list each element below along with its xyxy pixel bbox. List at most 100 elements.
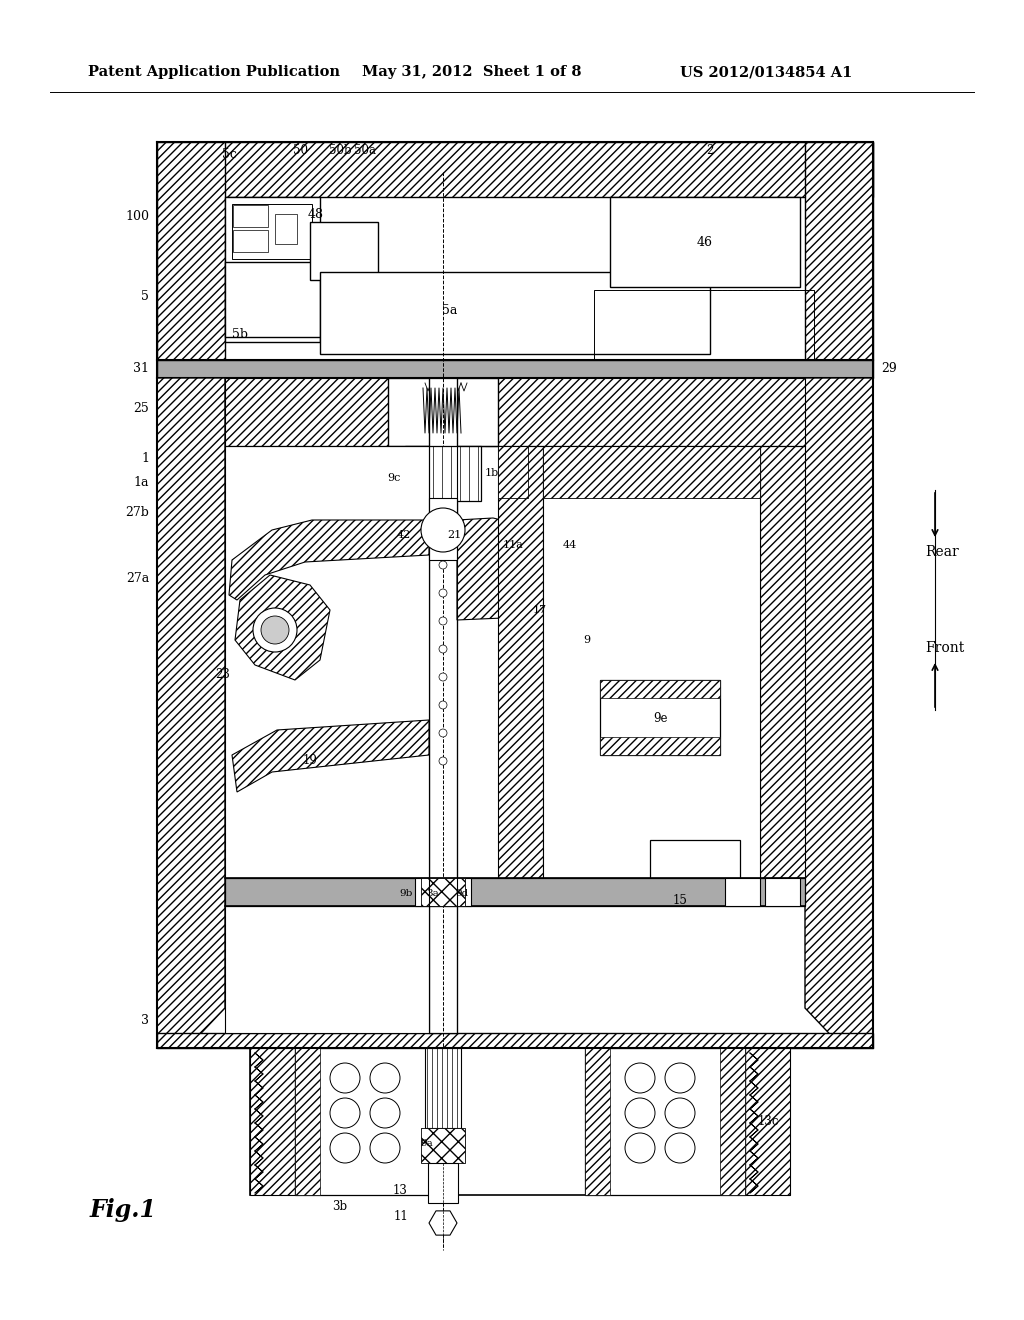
- Circle shape: [439, 616, 447, 624]
- Bar: [428, 1163, 458, 1203]
- Polygon shape: [543, 446, 760, 498]
- Text: 2: 2: [707, 144, 714, 157]
- Bar: [600, 680, 720, 755]
- Circle shape: [370, 1133, 400, 1163]
- Circle shape: [625, 1133, 655, 1163]
- Text: 42: 42: [396, 531, 411, 540]
- Circle shape: [665, 1133, 695, 1163]
- Bar: [319, 272, 710, 354]
- Text: 27a: 27a: [126, 572, 150, 585]
- Polygon shape: [232, 719, 429, 792]
- Text: 17: 17: [534, 605, 547, 615]
- Text: 9e: 9e: [652, 711, 668, 725]
- Text: 23: 23: [215, 668, 230, 681]
- Bar: [232, 205, 312, 259]
- Text: May 31, 2012  Sheet 1 of 8: May 31, 2012 Sheet 1 of 8: [362, 65, 582, 79]
- Text: 50a: 50a: [354, 144, 376, 157]
- Bar: [765, 878, 800, 906]
- Bar: [415, 878, 471, 906]
- Circle shape: [261, 616, 289, 644]
- Text: 9: 9: [583, 635, 590, 645]
- Circle shape: [421, 508, 465, 552]
- Circle shape: [625, 1063, 655, 1093]
- Text: Rear: Rear: [925, 545, 958, 558]
- Circle shape: [439, 701, 447, 709]
- Polygon shape: [498, 446, 528, 498]
- Text: 31: 31: [133, 363, 150, 375]
- Bar: [725, 878, 760, 906]
- Bar: [610, 197, 800, 286]
- Polygon shape: [421, 878, 465, 906]
- Text: 13c: 13c: [758, 1115, 779, 1129]
- Polygon shape: [430, 1048, 455, 1195]
- Circle shape: [330, 1098, 360, 1129]
- Text: 15: 15: [673, 894, 687, 907]
- Text: 25: 25: [133, 401, 150, 414]
- Circle shape: [330, 1063, 360, 1093]
- Bar: [543, 446, 760, 878]
- Text: 48: 48: [308, 207, 324, 220]
- Circle shape: [665, 1063, 695, 1093]
- Bar: [295, 1048, 455, 1195]
- Polygon shape: [225, 378, 401, 446]
- Circle shape: [370, 1098, 400, 1129]
- Text: 1: 1: [141, 451, 150, 465]
- Polygon shape: [805, 378, 873, 1048]
- Text: 29: 29: [881, 363, 897, 375]
- Text: 3: 3: [141, 1014, 150, 1027]
- Circle shape: [439, 729, 447, 737]
- Text: Front: Front: [925, 642, 965, 655]
- Polygon shape: [421, 1129, 465, 1163]
- Polygon shape: [498, 446, 543, 878]
- Circle shape: [370, 1063, 400, 1093]
- Bar: [594, 290, 814, 412]
- Text: 19: 19: [302, 754, 317, 767]
- Polygon shape: [805, 143, 873, 360]
- Bar: [225, 261, 319, 337]
- Polygon shape: [250, 1048, 295, 1195]
- Polygon shape: [429, 498, 457, 560]
- Text: 13: 13: [393, 1184, 408, 1196]
- Text: 9d: 9d: [455, 888, 468, 898]
- Polygon shape: [295, 1048, 319, 1195]
- Text: 9a: 9a: [420, 1138, 433, 1147]
- Polygon shape: [429, 1210, 457, 1236]
- Text: 27b: 27b: [125, 507, 150, 520]
- Text: 1b: 1b: [485, 469, 500, 478]
- Polygon shape: [600, 680, 720, 698]
- Polygon shape: [485, 378, 805, 446]
- Polygon shape: [745, 1048, 790, 1195]
- Circle shape: [665, 1098, 695, 1129]
- Text: 50b: 50b: [329, 144, 351, 157]
- Bar: [650, 840, 740, 890]
- Bar: [310, 222, 378, 280]
- Bar: [429, 378, 457, 1034]
- Circle shape: [625, 1098, 655, 1129]
- Text: 3a: 3a: [427, 888, 439, 898]
- Polygon shape: [760, 446, 805, 878]
- Polygon shape: [157, 143, 873, 197]
- Text: Fig.1: Fig.1: [90, 1199, 157, 1222]
- Bar: [225, 446, 429, 1034]
- Bar: [275, 214, 297, 244]
- Bar: [425, 1048, 461, 1129]
- Polygon shape: [457, 517, 563, 620]
- Text: 46: 46: [697, 235, 713, 248]
- Bar: [225, 197, 319, 342]
- Bar: [585, 1048, 745, 1195]
- Text: 11a: 11a: [503, 540, 524, 550]
- Polygon shape: [157, 1034, 873, 1048]
- Circle shape: [330, 1133, 360, 1163]
- Text: 5a: 5a: [442, 304, 458, 317]
- Text: 21: 21: [447, 531, 461, 540]
- Text: Patent Application Publication: Patent Application Publication: [88, 65, 340, 79]
- Bar: [233, 205, 268, 227]
- Circle shape: [439, 589, 447, 597]
- Text: 9c: 9c: [388, 473, 401, 483]
- Circle shape: [439, 673, 447, 681]
- Polygon shape: [157, 143, 225, 360]
- Text: 5c: 5c: [221, 149, 237, 161]
- Circle shape: [439, 645, 447, 653]
- Text: 9b: 9b: [399, 888, 413, 898]
- Text: 44: 44: [563, 540, 578, 550]
